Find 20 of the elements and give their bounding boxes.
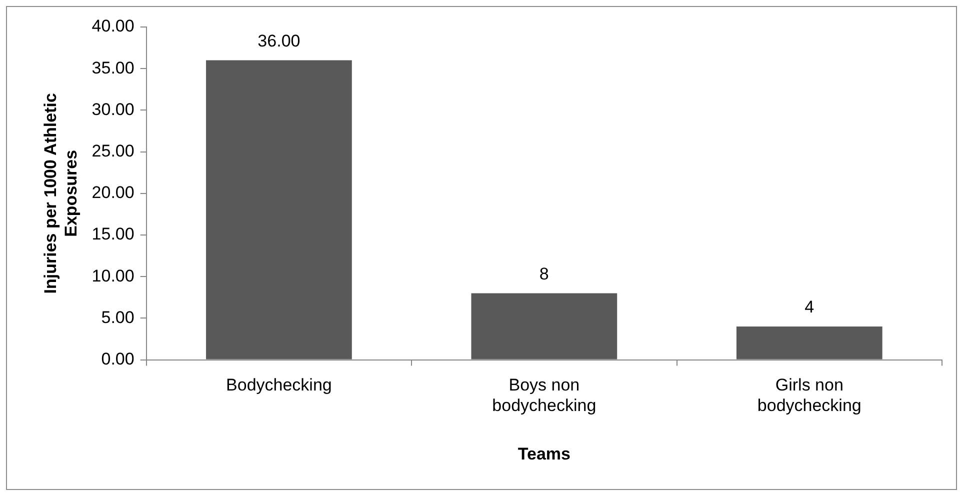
y-tick-label: 30.00 (92, 100, 134, 119)
y-tick-label: 35.00 (92, 58, 134, 78)
x-axis-title: Teams (518, 444, 570, 464)
y-tick-label: 0.00 (101, 349, 134, 368)
data-label: 4 (804, 298, 814, 317)
data-label: 8 (539, 264, 549, 284)
data-label: 36.00 (258, 31, 300, 50)
bar (736, 326, 882, 360)
x-tick-label: Boys non bodychecking (492, 376, 596, 416)
x-tick-label: Bodychecking (226, 376, 332, 395)
bar (471, 293, 618, 360)
y-axis-title: Injuries per 1000 Athletic Exposures (40, 93, 80, 294)
bar (206, 60, 352, 360)
y-tick-label: 15.00 (92, 224, 134, 244)
y-tick-label: 20.00 (92, 183, 134, 202)
y-tick-label: 25.00 (92, 141, 134, 160)
y-tick-label: 40.00 (92, 16, 134, 36)
x-tick-label: Girls non bodychecking (757, 376, 862, 416)
y-tick-label: 10.00 (92, 266, 134, 286)
y-tick-label: 5.00 (101, 308, 134, 327)
